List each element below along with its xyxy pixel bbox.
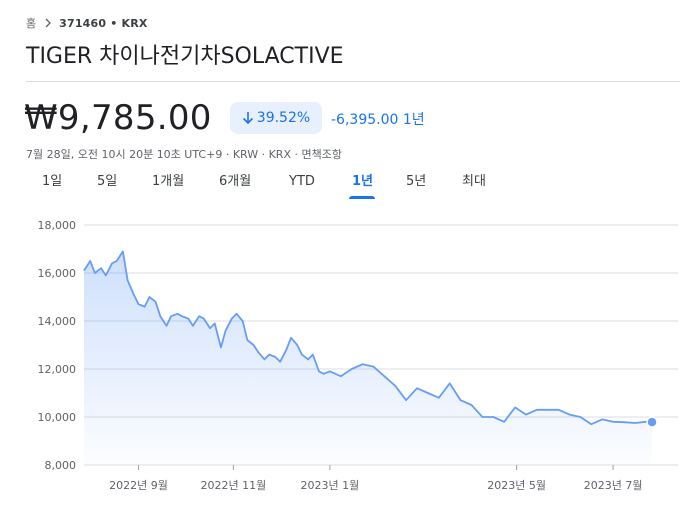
breadcrumb: 홈 371460 • KRX: [26, 14, 148, 32]
arrow-down-icon: [242, 112, 253, 125]
x-tick-label: 2022년 11월: [201, 479, 267, 492]
page-title: TIGER 차이나전기차SOLACTIVE: [26, 44, 344, 69]
last-price-point: [646, 416, 658, 428]
absolute-change-value: -6,395.00: [331, 112, 399, 128]
chevron-right-icon: [44, 18, 52, 28]
change-period: 1년: [402, 112, 425, 128]
y-tick-label: 8,000: [45, 459, 77, 472]
tab-1m[interactable]: 1개월: [152, 174, 185, 189]
tab-5d[interactable]: 5일: [97, 174, 118, 189]
tab-1y[interactable]: 1년: [352, 174, 374, 189]
price-area-fill: [84, 251, 652, 465]
tab-6m[interactable]: 6개월: [219, 174, 252, 189]
x-tick-label: 2022년 9월: [109, 479, 168, 492]
y-tick-label: 16,000: [38, 267, 77, 280]
price-chart: 18,000 16,000 14,000 12,000 10,000 8,000 2022…: [38, 219, 678, 492]
x-tick-label: 2023년 1월: [301, 479, 360, 492]
y-tick-label: 14,000: [38, 315, 77, 328]
y-tick-label: 12,000: [38, 363, 77, 376]
breadcrumb-ticker: 371460 • KRX: [59, 16, 148, 30]
y-tick-label: 10,000: [38, 411, 77, 424]
price-line: [83, 250, 653, 426]
tab-1d[interactable]: 1일: [42, 174, 63, 189]
header-divider: [26, 81, 680, 82]
active-tab-indicator: [349, 196, 375, 199]
percent-change-value: 39.52%: [256, 110, 311, 126]
tab-ytd[interactable]: YTD: [289, 174, 315, 189]
quote-meta: 7월 28일, 오전 10시 20분 10초 UTC+9 · KRW · KRX…: [26, 148, 342, 161]
x-tick-label: 2023년 5월: [487, 479, 546, 492]
x-tick-label: 2023년 7월: [584, 479, 643, 492]
percent-change-badge: 39.52%: [230, 102, 322, 134]
breadcrumb-home[interactable]: 홈: [26, 17, 37, 30]
tab-5y[interactable]: 5년: [406, 174, 427, 189]
absolute-change: -6,395.00 1년: [331, 109, 425, 129]
y-tick-label: 18,000: [38, 219, 77, 232]
tab-max[interactable]: 최대: [462, 174, 486, 189]
current-price: ₩9,785.00: [24, 98, 212, 138]
